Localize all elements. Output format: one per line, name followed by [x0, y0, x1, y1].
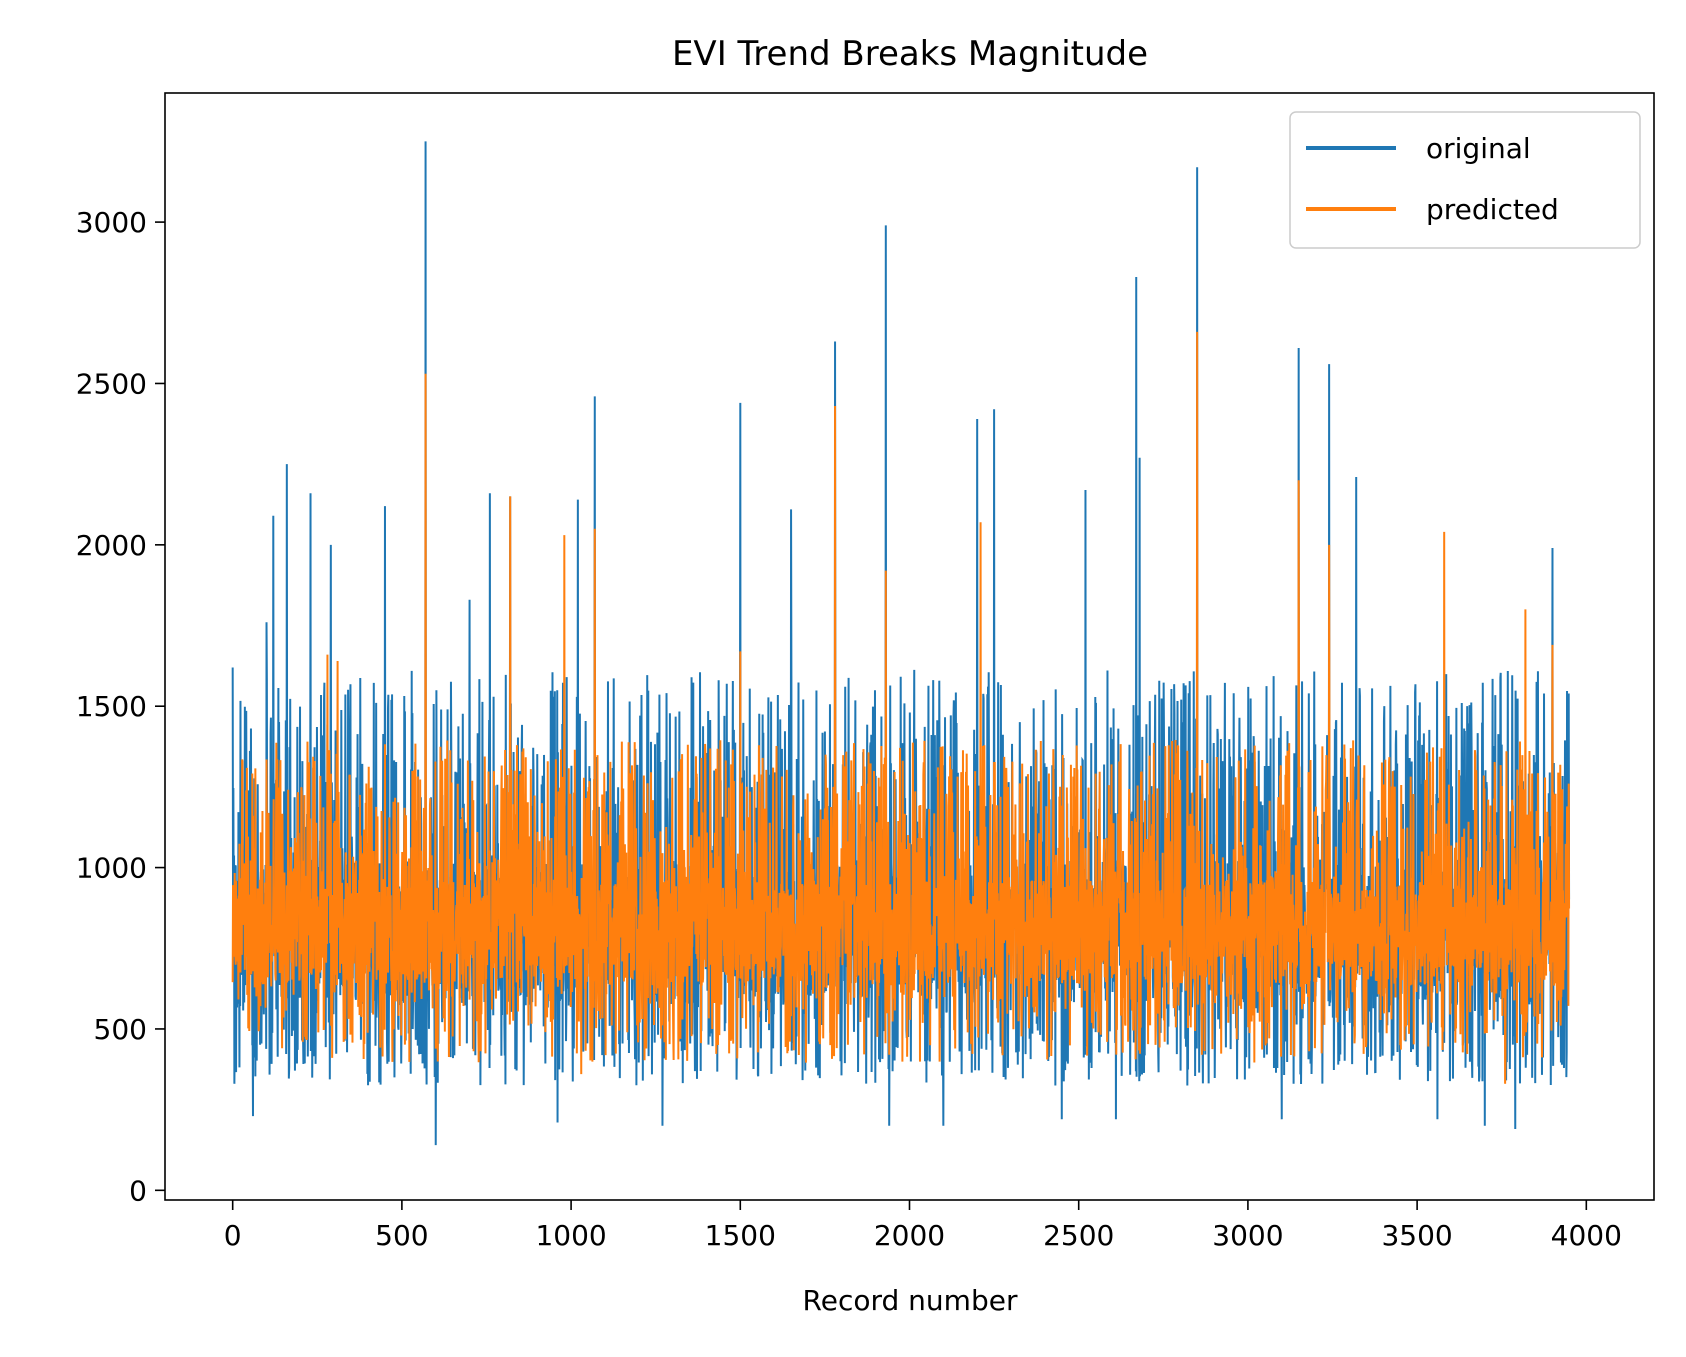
x-tick-label: 1000 [535, 1219, 606, 1252]
y-tick-label: 1500 [76, 690, 147, 723]
x-tick-label: 2000 [874, 1219, 945, 1252]
x-tick-label: 2500 [1043, 1219, 1114, 1252]
y-tick-label: 500 [94, 1013, 147, 1046]
x-tick-label: 500 [375, 1219, 428, 1252]
y-axis: 0 500 1000 1500 2000 2500 3000 [76, 206, 165, 1207]
x-tick-label: 4000 [1551, 1219, 1622, 1252]
x-tick-label: 0 [224, 1219, 242, 1252]
chart-title: EVI Trend Breaks Magnitude [672, 34, 1148, 74]
series-line-predicted [231, 331, 1571, 1084]
x-tick-label: 3500 [1381, 1219, 1452, 1252]
legend-label-predicted: predicted [1426, 193, 1559, 226]
x-axis-title: Record number [803, 1284, 1018, 1317]
y-tick-label: 3000 [76, 206, 147, 239]
legend-label-original: original [1426, 132, 1531, 165]
x-axis: 0 500 1000 1500 2000 2500 3000 3500 4000 [224, 1200, 1622, 1252]
y-tick-label: 2000 [76, 529, 147, 562]
y-tick-label: 2500 [76, 367, 147, 400]
legend: original predicted [1289, 111, 1641, 249]
y-tick-label: 0 [129, 1174, 147, 1207]
x-tick-label: 3000 [1212, 1219, 1283, 1252]
plot-area [231, 141, 1571, 1146]
x-tick-label: 1500 [705, 1219, 776, 1252]
y-tick-label: 1000 [76, 852, 147, 885]
